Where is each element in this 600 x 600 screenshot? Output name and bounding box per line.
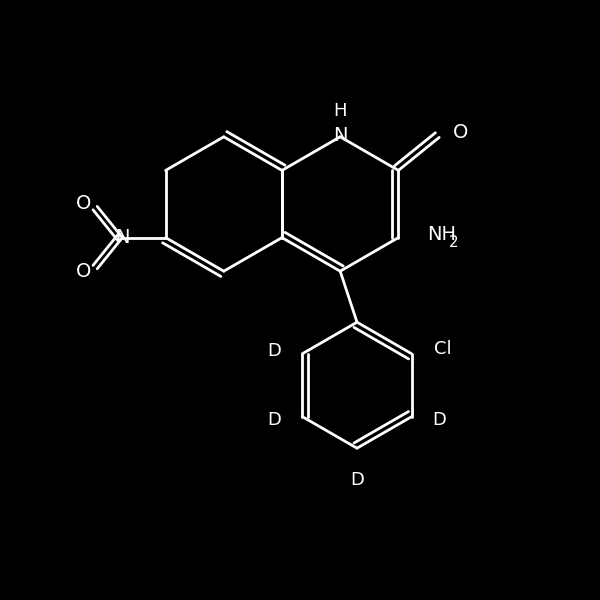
Text: D: D <box>350 471 364 489</box>
Text: NH: NH <box>427 225 456 244</box>
Text: D: D <box>433 410 446 428</box>
Text: O: O <box>76 262 92 281</box>
Text: O: O <box>76 194 92 213</box>
Text: O: O <box>452 123 468 142</box>
Text: D: D <box>268 410 281 428</box>
Text: N: N <box>333 126 347 145</box>
Text: D: D <box>268 342 281 360</box>
Text: H: H <box>334 102 347 120</box>
Text: N: N <box>115 228 130 247</box>
Text: 2: 2 <box>449 235 458 250</box>
Text: Cl: Cl <box>434 340 452 358</box>
